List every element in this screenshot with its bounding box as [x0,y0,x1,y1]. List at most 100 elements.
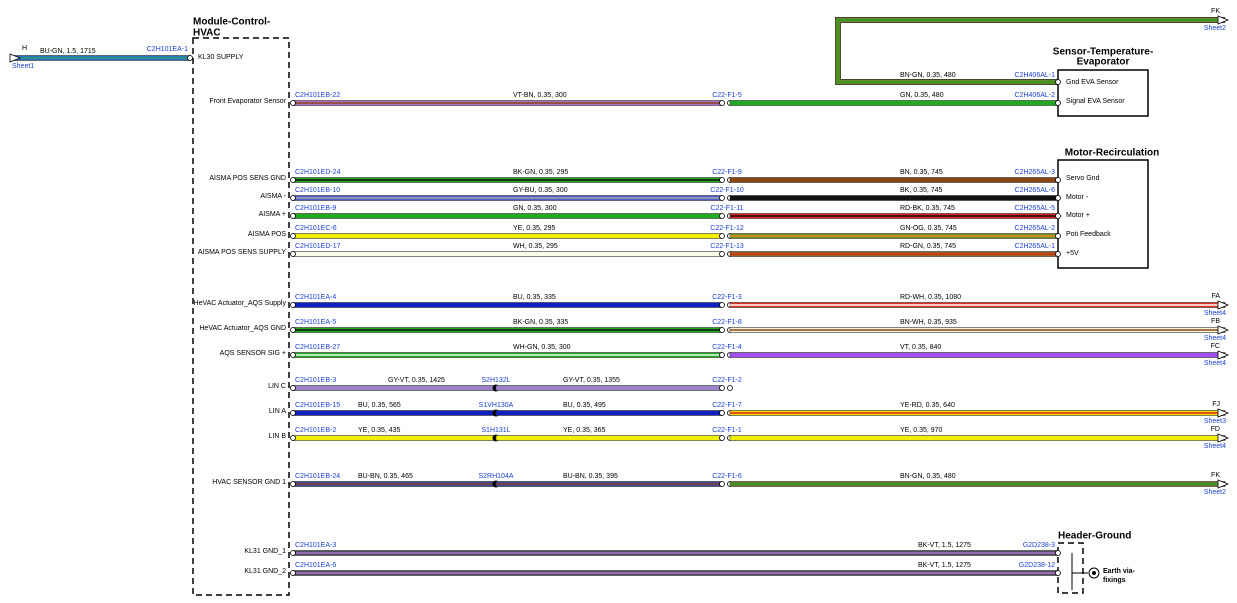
wire [729,100,1059,106]
sensor-title: Evaporator [1077,57,1130,68]
pin-label: KL30 SUPPLY [198,54,244,61]
connector-label: C2H101EB-27 [295,344,340,351]
connector-label: C2H406AL-2 [1015,92,1056,99]
junction-label: C22-F1-11 [711,205,744,212]
connector-label: C2H101EA-5 [295,319,336,326]
motor-pin: Poti Feedback [1066,231,1111,238]
pin [290,570,296,576]
offsheet-ref: FB [1211,318,1220,325]
wire-label: VT, 0.35, 840 [900,344,941,351]
offsheet-arrow [1217,433,1230,443]
connector-label: G2D238-3 [1023,542,1055,549]
offsheet-arrow [1217,479,1230,489]
connector-label: G2D238-12 [1019,562,1055,569]
wire-label: BU, 0.35, 335 [513,294,556,301]
offsheet-ref: FJ [1212,401,1220,408]
offsheet-ref: FK [1211,8,1220,15]
offsheet-ref: FK [1211,472,1220,479]
wire-label: BK-VT, 1.5, 1275 [918,542,971,549]
pin [1055,79,1061,85]
module-title: Module-Control- [193,17,270,28]
pin [719,251,725,257]
sensor-box [1057,69,1149,117]
pin-label: AISMA POS SENS GND [209,175,286,182]
offsheet-sheet: Sheet4 [1204,335,1226,342]
ground-title: Header-Ground [1058,531,1131,542]
wire-label: BK-GN, 0.35, 335 [513,319,568,326]
pin [1055,550,1061,556]
module-title: HVAC [193,28,221,39]
pin [719,177,725,183]
wire-label: BU-BN, 0.35, 465 [358,473,413,480]
wire-label: WH-GN, 0.35, 300 [513,344,571,351]
wire-label: GY-VT, 0.35, 1355 [563,377,620,384]
junction-label: C22-F1-13 [710,243,744,250]
offsheet-ref: H [22,45,27,52]
wire-label: BN, 0.35, 745 [900,169,943,176]
wire-label: BK-VT, 1.5, 1275 [918,562,971,569]
wire [729,177,1059,183]
motor-pin: Motor - [1066,194,1089,201]
offsheet-sheet: Sheet3 [1204,418,1226,425]
connector-label: C2H101EB-15 [295,402,340,409]
pin [187,55,193,61]
pin [290,251,296,257]
offsheet-arrow [1217,350,1230,360]
pin [1055,177,1061,183]
wire-label: YE, 0.35, 365 [563,427,606,434]
offsheet-arrow [1217,408,1230,418]
connector-label: C2H265AL-5 [1015,205,1056,212]
pin [1055,195,1061,201]
wire [292,233,723,239]
wire-label: YE-RD, 0.35, 640 [900,402,955,409]
junction-label: C22-F1-8 [712,319,742,326]
wire [292,410,497,416]
pin [719,302,725,308]
pin [719,195,725,201]
pin [1055,100,1061,106]
pin [719,435,725,441]
offsheet-arrow [1217,15,1230,25]
pin-label: LIN B [268,433,286,440]
pin [719,100,725,106]
connector-label: C2H101EA-1 [147,46,188,53]
motor-box [1057,159,1149,269]
pin [290,410,296,416]
pin [719,213,725,219]
splice-label: S1VH130A [479,402,514,409]
wire [292,213,723,219]
motor-title: Motor-Recirculation [1065,148,1159,159]
wire-stripe [837,19,1225,83]
junction-label: C22-F1-9 [712,169,742,176]
pin [719,233,725,239]
offsheet-arrow [1217,300,1230,310]
module-box [192,37,290,596]
motor-pin: Motor + [1066,212,1090,219]
wire-label: GN, 0.35, 480 [900,92,944,99]
junction-label: C22-F1-7 [712,402,742,409]
pin [719,327,725,333]
pin [719,481,725,487]
pin [290,435,296,441]
offsheet-ref: FC [1211,343,1220,350]
junction-label: C22-F1-5 [712,92,742,99]
pin [719,410,725,416]
pin-label: AQS SENSOR SIG + [220,350,286,357]
wire [292,435,497,441]
connector-label: C2H101EB-22 [295,92,340,99]
wire-label: GY-VT, 0.35, 1425 [388,377,445,384]
connector-label: C2H265AL-3 [1015,169,1056,176]
offsheet-ref: FD [1211,426,1220,433]
wire-label: BK-GN, 0.35, 295 [513,169,568,176]
wire [495,410,723,416]
connector-label: C2H406AL-1 [1015,72,1056,79]
wire-label: YE, 0.35, 970 [900,427,943,434]
wire-label: GN, 0.35, 300 [513,205,557,212]
sensor-pin: Signal EVA Sensor [1066,98,1125,105]
wire-label: RD-GN, 0.35, 745 [900,243,956,250]
wire-label: GY-BU, 0.35, 300 [513,187,568,194]
offsheet-arrow [9,53,22,63]
pin-label: Front Evaporator Sensor [209,98,286,105]
junction-label: C22-F1-4 [712,344,742,351]
